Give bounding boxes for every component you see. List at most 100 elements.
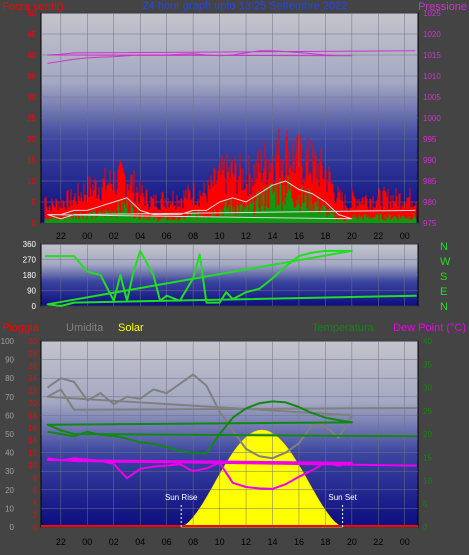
rain-y-tick-label: 28 (28, 349, 37, 358)
temperature-line (46, 400, 417, 455)
direction-y-tick-label: 90 (27, 287, 36, 296)
rain-y-tick-label: 18 (28, 411, 37, 420)
wind-y-tick-label: 45 (27, 30, 36, 39)
rain-axis-label: Pioggia (2, 322, 40, 334)
humidity-y-tick-label: 90 (5, 356, 14, 365)
x-tick-label: 06 (162, 537, 172, 547)
pressure-y-tick-label: 1000 (423, 114, 441, 123)
rain-y-tick-label: 0 (33, 523, 38, 532)
x-tick-label: 06 (162, 231, 172, 241)
direction-y-tick-label: 0 (32, 302, 37, 311)
temperature-y-tick-label: 40 (423, 337, 432, 346)
x-tick-label: 22 (56, 537, 66, 547)
x-tick-label: 20 (347, 231, 357, 241)
temperature-y-tick-label: 25 (423, 407, 432, 416)
rain-y-tick-label: 4 (33, 498, 38, 507)
humidity-y-tick-label: 30 (5, 467, 14, 476)
pressure-y-tick-label: 990 (423, 156, 437, 165)
rain-y-tick-label: 2 (33, 511, 38, 520)
pressure-y-tick-label: 975 (423, 219, 437, 228)
wind-y-tick-label: 25 (27, 114, 36, 123)
wind-average-line (47, 180, 416, 220)
x-tick-label: 08 (188, 231, 198, 241)
pressure-y-tick-label: 1010 (423, 72, 441, 81)
x-tick-label: 14 (267, 537, 277, 547)
pressure-y-tick-label: 985 (423, 177, 437, 186)
x-tick-label: 00 (82, 231, 92, 241)
rain-y-tick-label: 14 (28, 436, 37, 445)
humidity-y-tick-label: 70 (5, 393, 14, 402)
x-tick-label: 16 (294, 537, 304, 547)
compass-label: N (440, 241, 448, 253)
rain-y-tick-label: 10 (28, 461, 37, 470)
wind-y-tick-label: 0 (32, 219, 37, 228)
direction-y-tick-label: 180 (23, 271, 37, 280)
x-tick-label: 00 (400, 231, 410, 241)
wind-y-tick-label: 40 (27, 51, 36, 60)
wind-y-tick-label: 15 (27, 156, 36, 165)
temperature-y-tick-label: 5 (423, 500, 428, 509)
rain-y-tick-label: 20 (28, 399, 37, 408)
wind-y-tick-label: 30 (27, 93, 36, 102)
humidity-y-tick-label: 40 (5, 449, 14, 458)
temperature-y-tick-label: 10 (423, 477, 432, 486)
x-tick-label: 20 (347, 537, 357, 547)
x-tick-label: 12 (241, 537, 251, 547)
pressure-y-tick-label: 995 (423, 135, 437, 144)
pressure-y-tick-label: 980 (423, 198, 437, 207)
compass-label: W (440, 256, 451, 268)
direction-y-tick-label: 360 (23, 240, 37, 249)
x-tick-label: 22 (56, 231, 66, 241)
solar-label: Solar (118, 322, 144, 334)
wind-low-bars (44, 175, 417, 223)
compass-label: N (440, 301, 448, 313)
temperature-y-tick-label: 30 (423, 384, 432, 393)
x-tick-label: 14 (267, 231, 277, 241)
dewpoint-line (46, 457, 417, 490)
humidity-y-tick-label: 20 (5, 486, 14, 495)
wind-y-tick-label: 20 (27, 135, 36, 144)
x-tick-label: 08 (188, 537, 198, 547)
temperature-y-tick-label: 20 (423, 430, 432, 439)
x-tick-label: 18 (320, 537, 330, 547)
chart-title: 24 hour graph upto 13:25 Settembre 2022 (143, 0, 348, 12)
rain-y-tick-label: 26 (28, 362, 37, 371)
x-tick-label: 22 (373, 537, 383, 547)
sun-set-label: Sun Set (328, 493, 357, 502)
humidity-y-tick-label: 0 (10, 523, 15, 532)
rain-y-tick-label: 24 (28, 374, 37, 383)
rain-y-tick-label: 12 (28, 449, 37, 458)
solar-area (181, 429, 343, 528)
pressure-y-tick-label: 1025 (423, 9, 441, 18)
rain-y-tick-label: 16 (28, 424, 37, 433)
x-tick-label: 10 (215, 537, 225, 547)
pressure-y-tick-label: 1020 (423, 30, 441, 39)
temperature-y-tick-label: 0 (423, 523, 428, 532)
wind-y-tick-label: 10 (27, 177, 36, 186)
x-tick-label: 16 (294, 231, 304, 241)
pressure-y-tick-label: 1005 (423, 93, 441, 102)
dewpoint-label: Dew Point (°C) (393, 322, 466, 334)
humidity-y-tick-label: 50 (5, 430, 14, 439)
wind-y-tick-label: 5 (32, 198, 37, 207)
rain-y-tick-label: 22 (28, 387, 37, 396)
humidity-y-tick-label: 80 (5, 374, 14, 383)
compass-label: S (440, 271, 447, 283)
pressure-y-tick-label: 1015 (423, 51, 441, 60)
x-tick-label: 00 (400, 537, 410, 547)
wind-y-tick-label: 50 (27, 9, 36, 18)
x-tick-label: 04 (135, 537, 145, 547)
x-tick-label: 02 (109, 231, 119, 241)
humidity-y-tick-label: 60 (5, 411, 14, 420)
x-tick-label: 22 (373, 231, 383, 241)
climate-panel: 0102030405060708090100024681012141618202… (1, 322, 466, 547)
humidity-line (46, 373, 417, 460)
x-tick-label: 18 (320, 231, 330, 241)
temperature-y-tick-label: 35 (423, 360, 432, 369)
sun-rise-label: Sun Rise (165, 493, 198, 502)
rain-y-tick-label: 8 (33, 473, 38, 482)
humidity-y-tick-label: 100 (1, 337, 15, 346)
temperature-y-tick-label: 15 (423, 453, 432, 462)
